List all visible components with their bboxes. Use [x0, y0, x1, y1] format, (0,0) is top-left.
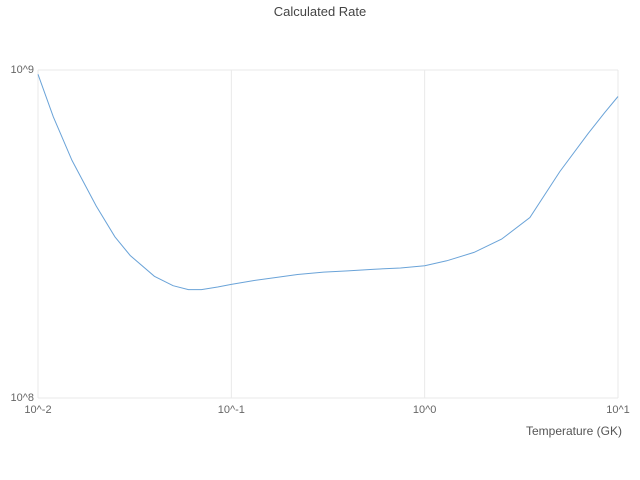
- y-tick-label: 10^9: [10, 64, 34, 76]
- x-tick-label: 10^0: [412, 404, 437, 416]
- rate-line-series: [37, 74, 619, 291]
- x-axis-title: Temperature (GK): [525, 424, 622, 438]
- x-tick-label: 10^-2: [24, 404, 52, 416]
- x-tick-label: 10^-1: [217, 404, 245, 416]
- gridlines: [37, 69, 619, 399]
- chart-title: Calculated Rate: [273, 4, 367, 19]
- y-tick-label: 10^8: [10, 392, 34, 404]
- x-tick-label: 10^1: [606, 404, 630, 416]
